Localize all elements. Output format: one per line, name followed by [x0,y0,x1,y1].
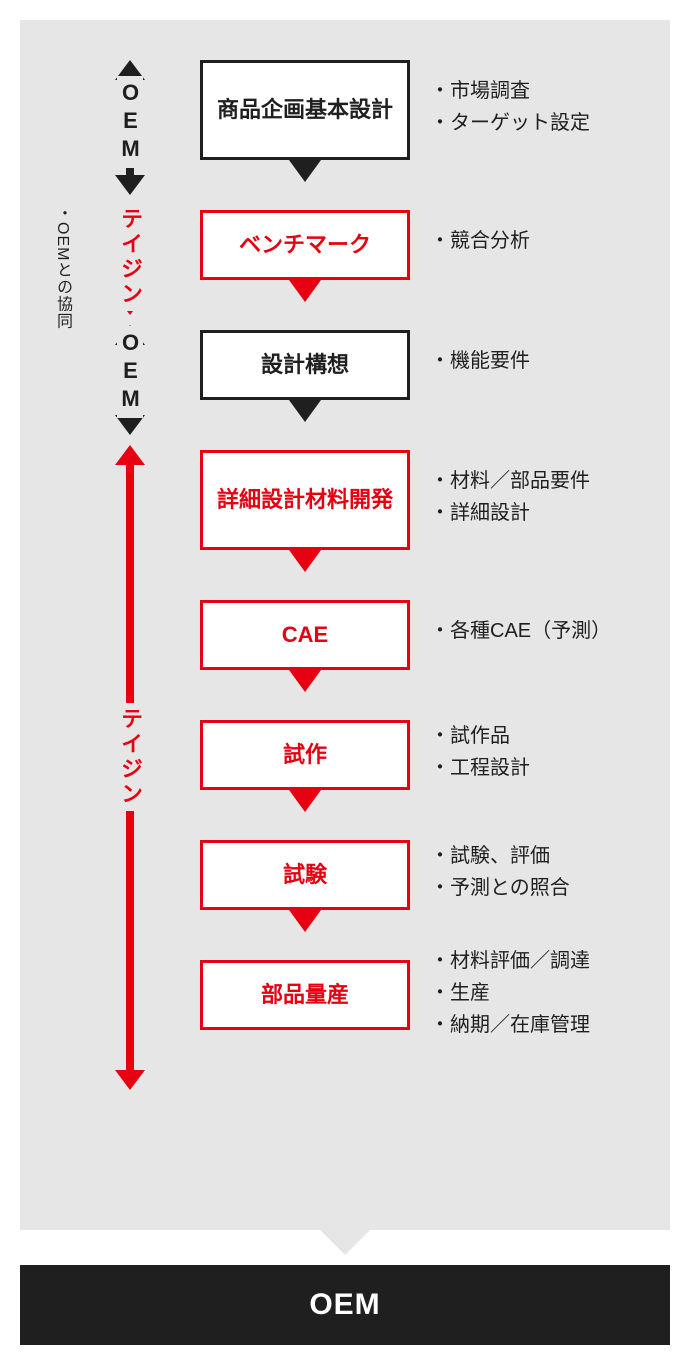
side-note: ・OEMとの協同 [50,205,74,329]
desc-b7: ・試験、評価・予測との照合 [430,840,570,904]
footer-oem-bar: OEM [20,1265,670,1345]
rail-label-r2: テイジン [114,203,146,311]
arrow-down-b1 [289,160,321,182]
arrow-down-b2 [289,280,321,302]
arrow-down-b6 [289,790,321,812]
process-box-b8: 部品量産 [200,960,410,1030]
desc-b4: ・材料／部品要件・詳細設計 [430,465,590,529]
arrow-down-b7 [289,910,321,932]
diagram-root: OEM テイジン OEM テイジン ・OEMとの協同 商品企画基本設計ベンチマーク設計… [0,0,690,1372]
desc-b8: ・材料評価／調達・生産・納期／在庫管理 [430,945,590,1041]
desc-b5: ・各種CAE（予測） [430,615,611,647]
process-box-b4: 詳細設計材料開発 [200,450,410,550]
desc-b6: ・試作品・工程設計 [430,720,530,784]
process-box-b3: 設計構想 [200,330,410,400]
desc-b1: ・市場調査・ターゲット設定 [430,75,590,139]
process-box-b1: 商品企画基本設計 [200,60,410,160]
process-box-b7: 試験 [200,840,410,910]
rail-label-r3: OEM [117,326,143,418]
rail-label-r1: OEM [117,76,143,168]
arrow-down-b5 [289,670,321,692]
pointer-to-footer [315,1225,375,1255]
footer-label: OEM [309,1288,380,1322]
process-box-b5: CAE [200,600,410,670]
process-box-b6: 試作 [200,720,410,790]
process-box-b2: ベンチマーク [200,210,410,280]
rail-label-r4: テイジン [114,703,146,811]
arrow-down-b4 [289,550,321,572]
desc-b2: ・競合分析 [430,225,530,257]
desc-b3: ・機能要件 [430,345,530,377]
arrow-down-b3 [289,400,321,422]
